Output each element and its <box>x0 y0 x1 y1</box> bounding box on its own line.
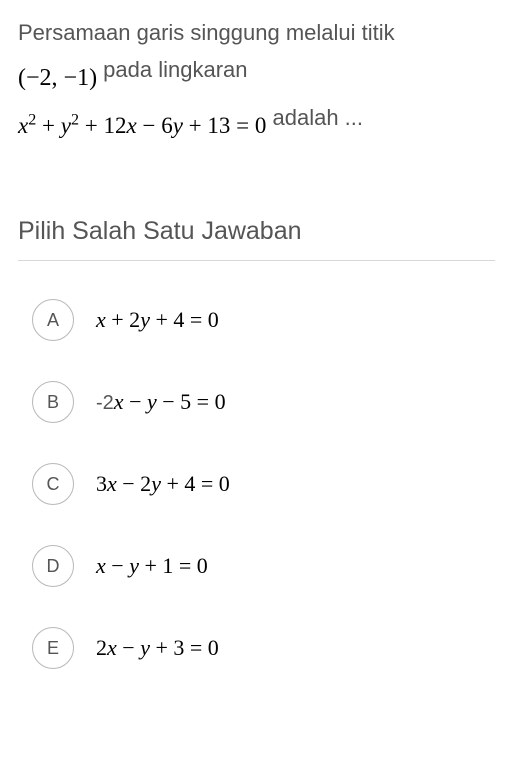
question-line-1: Persamaan garis singgung melalui titik <box>18 14 495 51</box>
option-formula-e: 2x − y + 3 = 0 <box>96 635 219 661</box>
option-c[interactable]: C 3x − 2y + 4 = 0 <box>32 463 495 505</box>
question-block: Persamaan garis singgung melalui titik (… <box>18 14 495 145</box>
option-letter-e: E <box>32 627 74 669</box>
option-letter-a: A <box>32 299 74 341</box>
option-a[interactable]: A x + 2y + 4 = 0 <box>32 299 495 341</box>
question-text-1: Persamaan garis singgung melalui titik <box>18 20 395 45</box>
option-b-prefix: -2 <box>96 392 114 414</box>
option-formula-a: x + 2y + 4 = 0 <box>96 307 219 333</box>
question-equation: x2 + y2 + 12x − 6y + 13 = 0 <box>18 106 266 145</box>
question-line-2: (−2, −1) pada lingkaran <box>18 51 495 99</box>
option-letter-b: B <box>32 381 74 423</box>
option-formula-d: x − y + 1 = 0 <box>96 553 208 579</box>
instruction-heading: Pilih Salah Satu Jawaban <box>18 217 495 261</box>
option-b[interactable]: B -2x − y − 5 = 0 <box>32 381 495 423</box>
question-text-3: adalah ... <box>266 105 363 130</box>
option-formula-c: 3x − 2y + 4 = 0 <box>96 471 230 497</box>
question-text-2: pada lingkaran <box>97 57 247 82</box>
option-letter-d: D <box>32 545 74 587</box>
option-formula-b: -2x − y − 5 = 0 <box>96 389 226 415</box>
question-line-3: x2 + y2 + 12x − 6y + 13 = 0 adalah ... <box>18 99 495 145</box>
option-d[interactable]: D x − y + 1 = 0 <box>32 545 495 587</box>
option-letter-c: C <box>32 463 74 505</box>
options-list: A x + 2y + 4 = 0 B -2x − y − 5 = 0 C 3x … <box>18 299 495 669</box>
question-point: (−2, −1) <box>18 58 97 99</box>
option-e[interactable]: E 2x − y + 3 = 0 <box>32 627 495 669</box>
